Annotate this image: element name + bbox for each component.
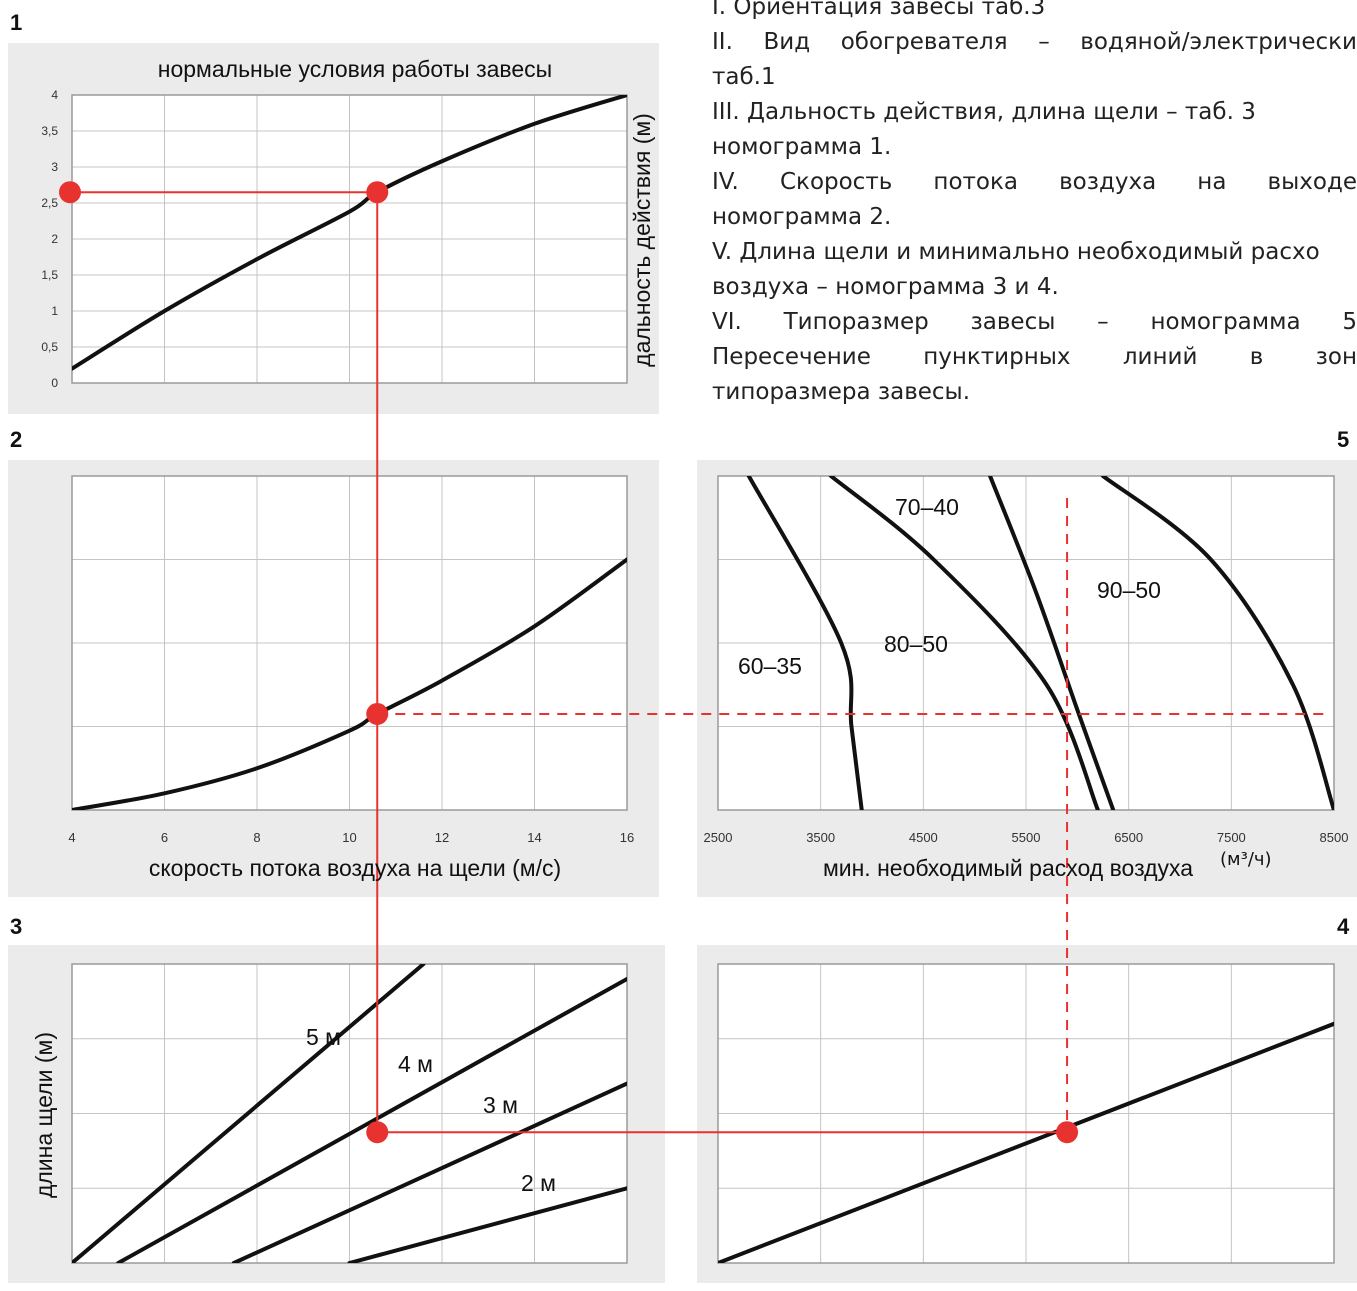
x-tick-label: 2500 xyxy=(704,830,733,845)
instruction-line: III. Дальность действия, длина щели – та… xyxy=(712,99,1256,125)
y-tick-label: 0 xyxy=(51,376,58,390)
panel-number: 4 xyxy=(1337,914,1350,939)
instruction-line: воздуха – номограмма 3 и 4. xyxy=(712,274,1059,300)
x-tick-label: 10 xyxy=(342,830,356,845)
y-tick-label: 0,5 xyxy=(41,340,58,354)
instruction-line: IV. Скорость потока воздуха на выходе xyxy=(712,169,1357,195)
y-tick-label: 2 xyxy=(51,232,58,246)
instruction-line: номограмма 1. xyxy=(712,134,892,160)
x-axis-label: скорость потока воздуха на щели (м/с) xyxy=(149,855,561,881)
instruction-line: II. Вид обогревателя – водяной/электриче… xyxy=(712,29,1357,55)
x-tick-label: 6 xyxy=(161,830,168,845)
series-line xyxy=(988,476,1116,810)
x-tick-label: 3500 xyxy=(806,830,835,845)
instruction-line: типоразмера завесы. xyxy=(712,379,971,405)
panel-number: 5 xyxy=(1337,427,1349,452)
panel-2-frame xyxy=(71,475,628,811)
series-line xyxy=(72,95,627,371)
chart-texts: 123 455 м4 м3 м2 м60–3570–4080–5090–5000,… xyxy=(10,10,1350,1198)
series-line xyxy=(746,476,864,810)
guide-markers xyxy=(59,181,1079,1144)
x-tick-label: 16 xyxy=(620,830,634,845)
guide-marker xyxy=(366,702,389,725)
series-label: 2 м xyxy=(521,1170,556,1196)
panel-4-frame xyxy=(717,963,1335,1264)
x-tick-label: 6500 xyxy=(1114,830,1143,845)
x-tick-label: 14 xyxy=(527,830,541,845)
y-tick-label: 2,5 xyxy=(41,196,58,210)
instruction-line: Пересечение пунктирных линий в зон xyxy=(712,344,1357,370)
x-tick-label: 7500 xyxy=(1217,830,1246,845)
series-label: 5 м xyxy=(306,1024,341,1050)
x-tick-label: 8500 xyxy=(1320,830,1349,845)
instruction-line: таб.1 xyxy=(712,64,776,90)
series-label: 60–35 xyxy=(738,653,802,679)
series-label: 80–50 xyxy=(884,631,948,657)
series-label: 70–40 xyxy=(895,494,959,520)
panel-number: 2 xyxy=(10,427,22,452)
guide-lines xyxy=(70,191,1325,1134)
guide-marker xyxy=(59,181,81,204)
series-line xyxy=(718,1021,1334,1263)
guide-marker xyxy=(366,1121,389,1144)
guide-marker xyxy=(366,181,389,204)
series-line xyxy=(828,476,1100,810)
x-axis-label: мин. необходимый расход воздуха xyxy=(823,855,1193,881)
instruction-line: V. Длина щели и минимально необходимый р… xyxy=(712,239,1320,265)
y-tick-label: 1,5 xyxy=(41,268,58,282)
instructions-text: I. Ориентация завесы таб.3 II. Вид обогре… xyxy=(712,0,1357,410)
grid-lines xyxy=(71,94,1335,1264)
series-line xyxy=(72,964,426,1263)
y-axis-label: длина щели (м) xyxy=(31,1032,57,1198)
series-line xyxy=(72,557,627,810)
panel-number: 3 xyxy=(10,914,22,939)
y-tick-label: 3,5 xyxy=(41,124,58,138)
y-tick-label: 1 xyxy=(51,304,58,318)
series-label: 90–50 xyxy=(1097,577,1161,603)
panel-1-frame xyxy=(71,94,628,384)
series-line xyxy=(231,1081,627,1263)
x-tick-label: 5500 xyxy=(1012,830,1041,845)
y-axis-label: дальность действия (м) xyxy=(629,113,655,367)
x-tick-label: 4500 xyxy=(909,830,938,845)
panel-number: 1 xyxy=(10,10,22,35)
instruction-line: номограмма 2. xyxy=(712,204,892,230)
flow-unit-label: (м³/ч) xyxy=(1220,849,1272,870)
chart-title: нормальные условия работы завесы xyxy=(158,56,552,82)
series-label: 4 м xyxy=(398,1051,433,1077)
instruction-line: VI. Типоразмер завесы – номограмма 5 xyxy=(712,309,1357,335)
series-line xyxy=(347,1186,627,1263)
x-tick-label: 12 xyxy=(435,830,449,845)
x-tick-label: 8 xyxy=(253,830,260,845)
y-tick-label: 3 xyxy=(51,160,58,174)
guide-marker xyxy=(1056,1121,1079,1144)
instruction-line: I. Ориентация завесы таб.3 xyxy=(712,0,1046,20)
curves xyxy=(72,95,1334,1263)
panel-5-frame xyxy=(717,475,1335,811)
y-tick-label: 4 xyxy=(51,88,58,102)
series-label: 3 м xyxy=(483,1092,518,1118)
series-line xyxy=(116,976,627,1263)
x-tick-label: 4 xyxy=(68,830,75,845)
series-line xyxy=(1101,476,1334,810)
